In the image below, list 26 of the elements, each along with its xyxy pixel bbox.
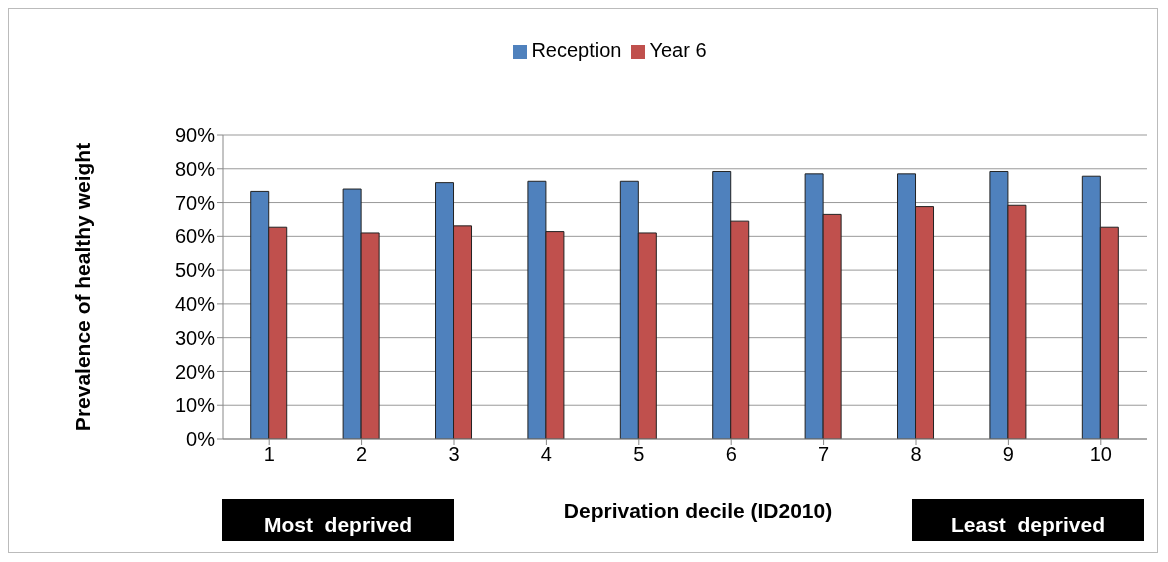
y-axis-title: Prevalence of healthy weight (71, 142, 95, 432)
y-tick-label: 0% (186, 428, 216, 451)
x-tick-label: 9 (1002, 443, 1014, 466)
x-tick-label: 5 (633, 443, 645, 466)
y-tick-label: 30% (174, 326, 216, 349)
text: Most deprived (222, 499, 454, 541)
legend-label: Year 6 (649, 39, 707, 61)
y-tick-label: 80% (174, 157, 216, 180)
y-tick-label: 70% (174, 191, 216, 214)
x-tick-label: 7 (818, 443, 830, 466)
x-tick-label: 8 (910, 443, 922, 466)
x-tick-label: 3 (448, 443, 460, 466)
legend-label: Reception (531, 39, 622, 61)
x-tick-label: 6 (725, 443, 737, 466)
x-axis-title: Deprivation decile (ID2010) (563, 499, 833, 522)
text: Least deprived (912, 499, 1144, 541)
y-tick-label: 40% (174, 292, 216, 315)
y-tick-label: 50% (174, 259, 216, 282)
y-tick-label: 90% (174, 124, 216, 147)
x-tick-label: 1 (263, 443, 275, 466)
y-tick-label: 10% (174, 394, 216, 417)
y-tick-label: 20% (174, 360, 216, 383)
x-tick-label: 4 (540, 443, 552, 466)
y-tick-label: 60% (174, 225, 216, 248)
x-tick-label: 2 (356, 443, 368, 466)
x-tick-label: 10 (1089, 443, 1112, 466)
